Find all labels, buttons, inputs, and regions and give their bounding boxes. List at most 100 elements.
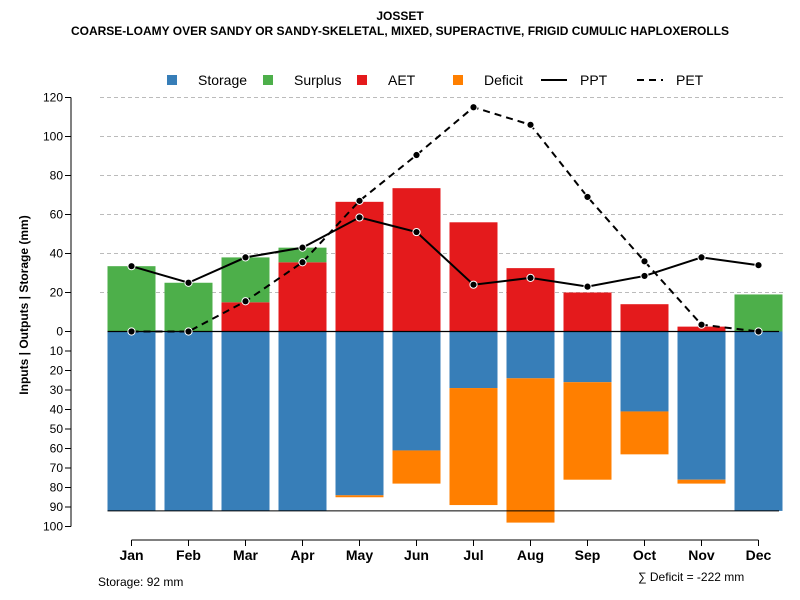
y-tick-label: 120 [43, 91, 63, 105]
y-tick-label: 90 [50, 500, 64, 514]
y-axis-label: Inputs | Outputs | Storage (mm) [17, 215, 31, 394]
pet-point [298, 258, 307, 267]
ppt-point [241, 253, 250, 262]
storage-bar [449, 331, 498, 389]
y-tick-label: 0 [56, 325, 63, 339]
aet-bar [221, 302, 270, 332]
ppt-point [583, 282, 592, 291]
ppt-point [754, 261, 763, 270]
chart-title: JOSSET [376, 9, 424, 23]
ppt-point [298, 243, 307, 252]
pet-point [526, 120, 535, 129]
aet-bar [620, 304, 669, 332]
deficit-bar [449, 388, 498, 506]
y-tick-label: 20 [50, 286, 64, 300]
ppt-point [469, 280, 478, 289]
axes: 0 20 40 60 80 100 120 10 20 30 40 50 60 70 80 90 100 Jan F… [43, 91, 779, 563]
x-tick-label: May [346, 547, 373, 563]
deficit-bar [392, 450, 441, 484]
pet-point [754, 327, 763, 336]
legend: Storage Surplus AET Deficit PPT PET [167, 72, 704, 88]
pet-point [184, 327, 193, 336]
storage-bar [392, 331, 441, 451]
legend-label-deficit: Deficit [484, 72, 523, 88]
storage-bar [107, 331, 156, 511]
legend-label-storage: Storage [198, 72, 247, 88]
legend-label-pet: PET [676, 72, 704, 88]
pet-point [469, 103, 478, 112]
ppt-point [640, 271, 649, 281]
gridlines [100, 97, 785, 293]
series-lines [127, 103, 763, 336]
x-tick-label: Apr [290, 547, 315, 563]
storage-bar [506, 331, 555, 379]
aet-bar [392, 188, 441, 332]
y-tick-label: 70 [50, 461, 64, 475]
x-tick-label: Feb [176, 547, 201, 563]
surplus-bar [107, 266, 156, 332]
y-tick-label: 80 [50, 169, 64, 183]
surplus-bar [278, 247, 327, 263]
ppt-line [131, 216, 759, 288]
deficit-bar [335, 495, 384, 498]
ppt-point [127, 262, 136, 271]
x-tick-label: Jul [463, 547, 483, 563]
aet-bar [563, 292, 612, 332]
y-tick-label: 40 [50, 403, 64, 417]
x-tick-label: Jun [404, 547, 429, 563]
y-tick-label: 40 [50, 247, 64, 261]
y-tick-label: 60 [50, 442, 64, 456]
deficit-bar [506, 378, 555, 523]
surplus-bar [734, 294, 783, 332]
ppt-point [526, 273, 535, 282]
x-tick-label: Oct [633, 547, 657, 563]
pet-point [583, 192, 592, 202]
x-tick-label: Dec [746, 547, 772, 563]
aet-bar [449, 222, 498, 332]
y-tick-label: 80 [50, 481, 64, 495]
deficit-total-note: ∑ Deficit = -222 mm [638, 570, 745, 584]
aet-bar [335, 201, 384, 332]
y-tick-label: 100 [43, 520, 63, 534]
deficit-bar [620, 411, 669, 455]
pet-point [127, 327, 136, 336]
ppt-point [412, 227, 421, 237]
bars [107, 188, 783, 523]
chart-subtitle: COARSE-LOAMY OVER SANDY OR SANDY-SKELETA… [70, 24, 730, 38]
legend-swatch-storage [167, 75, 177, 85]
storage-bar [221, 331, 270, 511]
x-tick-label: Nov [688, 547, 715, 563]
pet-point [640, 257, 649, 266]
storage-bar [620, 331, 669, 412]
storage-bar [563, 331, 612, 383]
storage-bar [164, 331, 213, 511]
y-tick-label: 50 [50, 422, 64, 436]
legend-label-surplus: Surplus [294, 72, 341, 88]
storage-bar [278, 331, 327, 511]
y-tick-label: 100 [43, 130, 63, 144]
storage-note: Storage: 92 mm [98, 575, 184, 589]
storage-bar [734, 331, 783, 511]
legend-swatch-surplus [263, 75, 273, 85]
y-tick-label: 10 [50, 344, 64, 358]
aet-bar [677, 326, 726, 332]
deficit-bar [677, 479, 726, 484]
legend-swatch-deficit [453, 75, 463, 85]
ppt-point [697, 253, 706, 262]
x-tick-label: Aug [517, 547, 544, 563]
surplus-bar [164, 282, 213, 332]
y-tick-label: 20 [50, 364, 64, 378]
deficit-bar [563, 382, 612, 480]
y-tick-label: 30 [50, 383, 64, 397]
ppt-point [355, 213, 364, 222]
pet-point [697, 320, 706, 329]
legend-label-aet: AET [388, 72, 416, 88]
legend-label-ppt: PPT [580, 72, 608, 88]
storage-bar [677, 331, 726, 480]
x-tick-label: Sep [575, 547, 601, 563]
x-tick-label: Jan [119, 547, 143, 563]
storage-bar [335, 331, 384, 496]
y-tick-label: 60 [50, 208, 64, 222]
x-tick-label: Mar [233, 547, 258, 563]
